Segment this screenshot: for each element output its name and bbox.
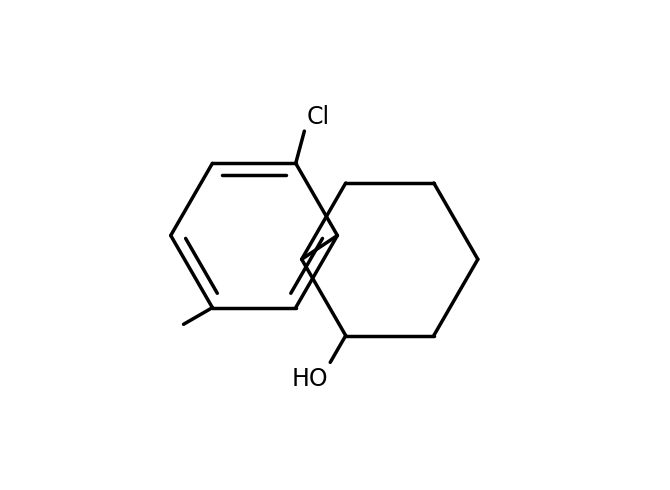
- Text: Cl: Cl: [307, 105, 330, 129]
- Text: HO: HO: [291, 367, 328, 391]
